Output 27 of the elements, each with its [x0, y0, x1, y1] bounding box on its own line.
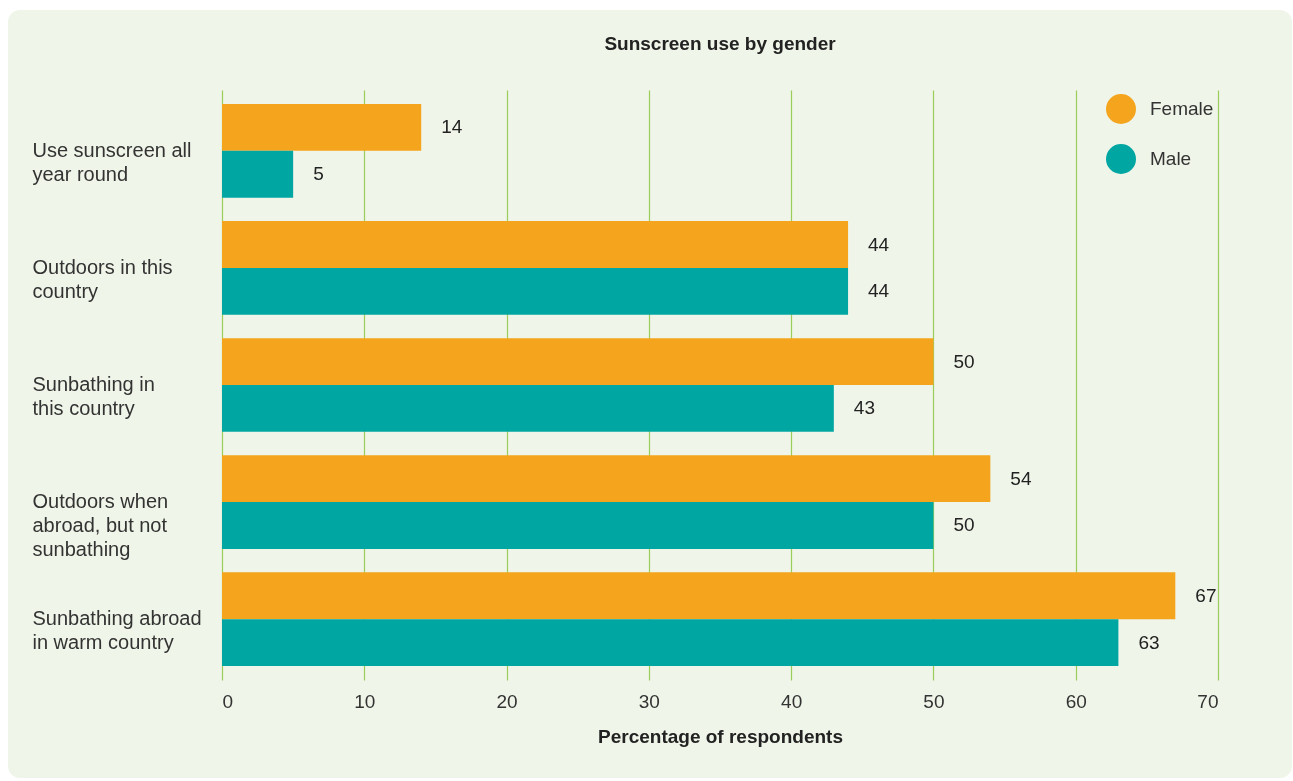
- x-tick-label: 60: [1065, 690, 1087, 712]
- legend-label: Female: [1150, 98, 1214, 119]
- x-tick-label: 0: [222, 690, 234, 712]
- data-label: 63: [1138, 631, 1160, 653]
- data-label: 43: [853, 397, 875, 419]
- x-tick-label: 10: [354, 690, 376, 712]
- y-tick-label: Outdoors in this country: [32, 255, 173, 302]
- x-tick-label: 20: [496, 690, 518, 712]
- x-tick-label: 50: [923, 690, 945, 712]
- y-tick-label: Sunbathing abroad in warm country: [32, 607, 202, 654]
- y-tick-label: Outdoors when abroad, but not sunbathing: [32, 490, 169, 561]
- data-label: 54: [1010, 467, 1032, 489]
- data-label: 14: [441, 116, 463, 138]
- data-label: 44: [868, 233, 890, 255]
- x-tick-label: 30: [638, 690, 660, 712]
- y-tick-label: Sunbathing in this country: [32, 373, 155, 419]
- data-label: 67: [1195, 584, 1217, 606]
- data-label: 44: [868, 280, 890, 302]
- chart-title: Sunscreen use by gender: [604, 33, 837, 54]
- data-label: 50: [953, 350, 975, 372]
- data-label: 50: [953, 514, 975, 536]
- x-axis-title: Percentage of respondents: [598, 725, 843, 747]
- y-tick-label: Use sunscreen all year round: [32, 138, 192, 185]
- x-tick-label: 40: [781, 690, 803, 712]
- data-label: 5: [313, 163, 324, 185]
- x-tick-label: 70: [1197, 690, 1219, 712]
- legend-label: Male: [1150, 148, 1192, 169]
